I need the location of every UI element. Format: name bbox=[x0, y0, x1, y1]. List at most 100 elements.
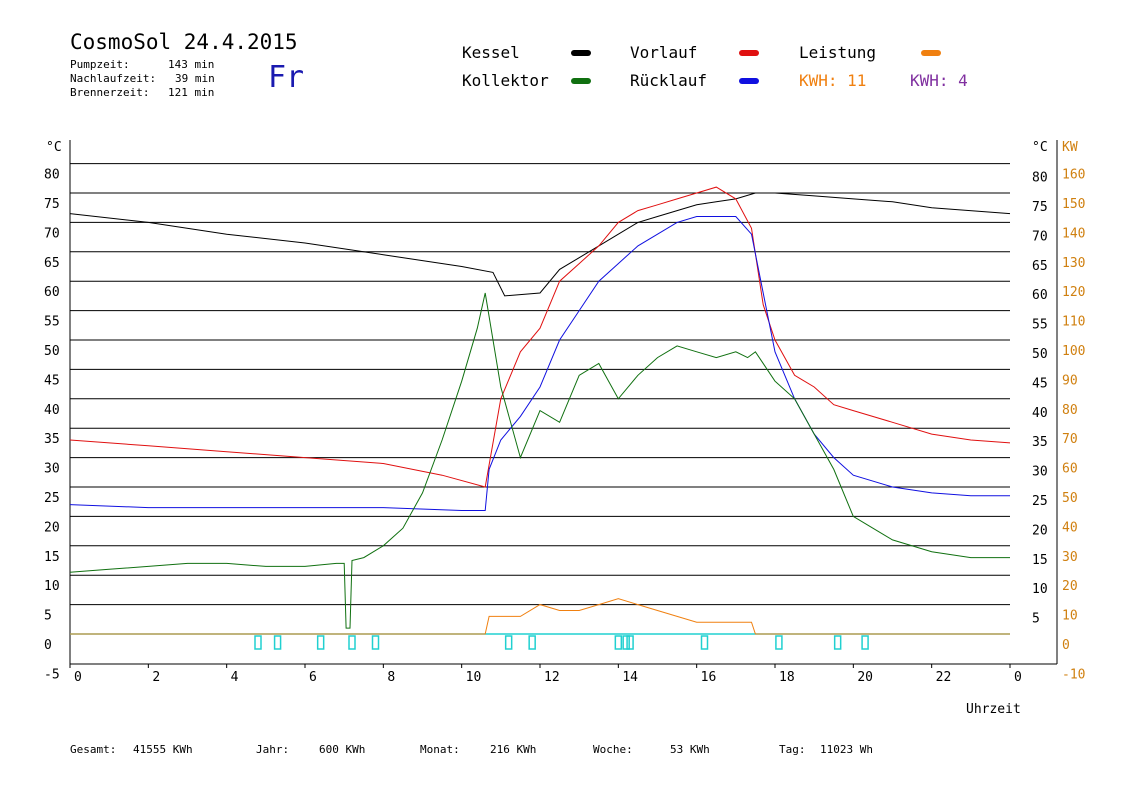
y2-tick-label: 60 bbox=[1062, 462, 1078, 477]
y-tick-label-right: 45 bbox=[1032, 376, 1048, 391]
y2-tick-label: 90 bbox=[1062, 373, 1078, 388]
legend-kessel-label: Kessel bbox=[462, 43, 520, 62]
pumpzeit-label: Pumpzeit: bbox=[70, 58, 130, 71]
footer-monat-value: 216 KWh bbox=[490, 743, 537, 756]
y-tick-label-left: 5 bbox=[44, 609, 52, 624]
legend-vorlauf-label: Vorlauf bbox=[630, 43, 698, 62]
brennerzeit-value: 121 min bbox=[168, 86, 215, 99]
y-tick-label-left: 30 bbox=[44, 462, 60, 477]
pump-marker bbox=[622, 635, 630, 650]
y2-tick-label: 120 bbox=[1062, 285, 1085, 300]
y-tick-label-left: 15 bbox=[44, 550, 60, 565]
y-tick-label-left: 0 bbox=[44, 638, 52, 653]
y2-tick-label: 50 bbox=[1062, 491, 1078, 506]
y-tick-label-left: 50 bbox=[44, 344, 60, 359]
x-tick-label: 18 bbox=[779, 670, 795, 685]
y-tick-label-right: 60 bbox=[1032, 288, 1048, 303]
y-tick-label-left: 40 bbox=[44, 403, 60, 418]
pump-marker bbox=[254, 635, 262, 650]
footer-tag-value: 11023 Wh bbox=[820, 743, 873, 756]
y-tick-label-left: 55 bbox=[44, 315, 60, 330]
y-tick-label-right: 20 bbox=[1032, 523, 1048, 538]
y-tick-label-right: 10 bbox=[1032, 582, 1048, 597]
y-tick-label-right: 35 bbox=[1032, 435, 1048, 450]
pump-marker bbox=[614, 635, 623, 650]
y-tick-label-right: 55 bbox=[1032, 318, 1048, 333]
right-unit2-label: KW bbox=[1062, 140, 1078, 155]
legend-ruecklauf-label: Rücklauf bbox=[630, 71, 708, 90]
footer-woche-value: 53 KWh bbox=[670, 743, 710, 756]
y2-tick-label: 40 bbox=[1062, 520, 1078, 535]
pump-marker bbox=[371, 635, 380, 650]
legend-kollektor-swatch bbox=[571, 78, 591, 84]
y-tick-label-left: 25 bbox=[44, 491, 60, 506]
y2-tick-label: 150 bbox=[1062, 197, 1085, 212]
x-tick-label: 12 bbox=[544, 670, 560, 685]
series-line-leistung bbox=[70, 598, 1010, 635]
pump-marker bbox=[348, 635, 356, 650]
y-tick-label-left: 70 bbox=[44, 226, 60, 241]
y-tick-label-left: 45 bbox=[44, 373, 60, 388]
y-tick-label-right: 75 bbox=[1032, 200, 1048, 215]
weekday-label: Fr bbox=[268, 60, 305, 95]
chart-title: CosmoSol 24.4.2015 bbox=[70, 30, 298, 54]
y-tick-label-right: 65 bbox=[1032, 259, 1048, 274]
footer-jahr-label: Jahr: bbox=[256, 743, 290, 756]
x-axis-label: Uhrzeit bbox=[966, 702, 1021, 717]
x-tick-label: 22 bbox=[936, 670, 952, 685]
footer-woche-label: Woche: bbox=[593, 743, 633, 756]
y-tick-label-left: 80 bbox=[44, 168, 60, 183]
pump-marker bbox=[316, 635, 325, 650]
y2-tick-label: 30 bbox=[1062, 550, 1078, 565]
x-tick-label: 14 bbox=[622, 670, 638, 685]
footer-gesamt-value: 41555 KWh bbox=[133, 743, 193, 756]
y-tick-label-left: 35 bbox=[44, 432, 60, 447]
x-tick-label: 4 bbox=[231, 670, 239, 685]
y2-tick-label: 20 bbox=[1062, 579, 1078, 594]
x-tick-label: 2 bbox=[152, 670, 160, 685]
footer-tag-label: Tag: bbox=[779, 743, 806, 756]
y-tick-label-right: 15 bbox=[1032, 553, 1048, 568]
x-tick-label: 6 bbox=[309, 670, 317, 685]
nachlaufzeit-value: 39 min bbox=[175, 72, 215, 85]
legend-leistung-swatch bbox=[921, 50, 941, 56]
y2-tick-label: 10 bbox=[1062, 609, 1078, 624]
kwh-orange-label: KWH: 11 bbox=[799, 71, 867, 90]
right-unit-label: °C bbox=[1032, 140, 1048, 155]
nachlaufzeit-label: Nachlaufzeit: bbox=[70, 72, 157, 85]
x-tick-label: 8 bbox=[387, 670, 395, 685]
y2-tick-label: 0 bbox=[1062, 638, 1070, 653]
pump-marker bbox=[775, 635, 783, 650]
y-tick-label-left: 75 bbox=[44, 197, 60, 212]
x-tick-label: 20 bbox=[857, 670, 873, 685]
y-tick-label-right: 25 bbox=[1032, 494, 1048, 509]
series-line-kessel bbox=[69, 192, 1011, 297]
legend-leistung-label: Leistung bbox=[799, 43, 877, 62]
y2-tick-label: -10 bbox=[1062, 667, 1085, 682]
y2-tick-label: 160 bbox=[1062, 168, 1085, 183]
pump-marker bbox=[833, 635, 842, 650]
x-tick-label: 0 bbox=[1014, 670, 1022, 685]
footer-jahr-value: 600 KWh bbox=[319, 743, 366, 756]
y-tick-label-left: 10 bbox=[44, 579, 60, 594]
x-tick-label: 16 bbox=[701, 670, 717, 685]
y-tick-label-left: 65 bbox=[44, 256, 60, 271]
y-tick-label-right: 50 bbox=[1032, 347, 1048, 362]
y2-tick-label: 110 bbox=[1062, 315, 1085, 330]
pump-marker bbox=[626, 635, 634, 650]
y2-tick-label: 80 bbox=[1062, 403, 1078, 418]
footer-gesamt-label: Gesamt: bbox=[70, 743, 117, 756]
y-tick-label-left: 60 bbox=[44, 285, 60, 300]
legend-kollektor-label: Kollektor bbox=[462, 71, 549, 90]
y2-tick-label: 100 bbox=[1062, 344, 1085, 359]
y-tick-label-right: 40 bbox=[1032, 406, 1048, 421]
pump-marker bbox=[504, 635, 513, 650]
brennerzeit-label: Brennerzeit: bbox=[70, 86, 150, 99]
legend-vorlauf-swatch bbox=[739, 50, 759, 56]
pump-marker bbox=[861, 635, 869, 650]
series-line-rücklauf bbox=[69, 216, 1010, 511]
y2-tick-label: 140 bbox=[1062, 226, 1085, 241]
y-tick-label-right: 5 bbox=[1032, 612, 1040, 627]
pump-marker bbox=[528, 635, 536, 650]
